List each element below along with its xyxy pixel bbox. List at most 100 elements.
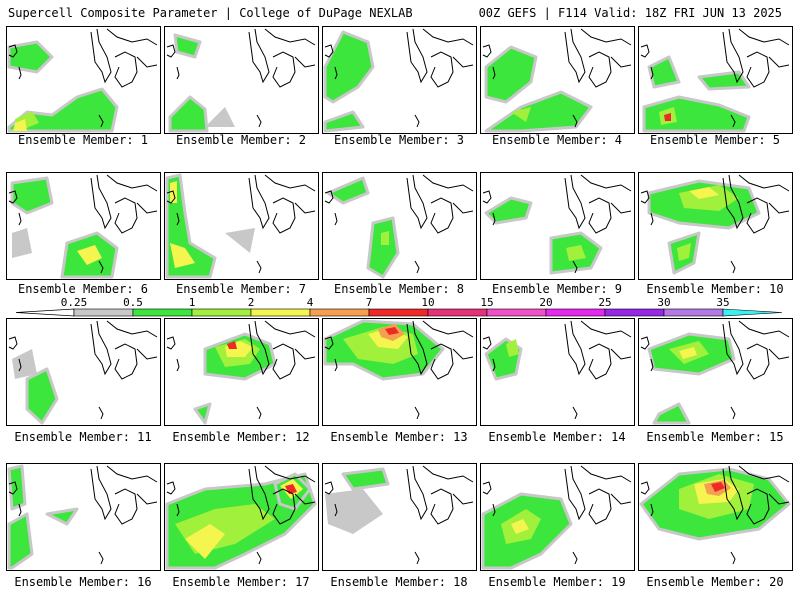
map-outline	[414, 114, 420, 128]
ensemble-member-label: Ensemble Member: 7	[175, 282, 307, 296]
map-outline	[430, 488, 454, 525]
map-outline	[492, 503, 496, 517]
legend-tick-label: 2	[248, 296, 255, 309]
map-outline	[406, 465, 428, 521]
map-outline	[114, 197, 138, 234]
map-outline	[492, 358, 496, 372]
scp-contour-region	[227, 341, 237, 349]
map-outline	[610, 56, 632, 68]
map-outline	[564, 174, 586, 230]
scp-contour-plot	[639, 465, 791, 565]
scp-contour-region	[193, 402, 212, 425]
map-outline	[8, 190, 18, 204]
map-outline	[564, 465, 586, 521]
map-outline	[768, 202, 790, 214]
scp-contour-region	[325, 489, 383, 534]
map-outline	[18, 503, 22, 517]
map-outline	[746, 51, 770, 88]
ensemble-member-1-map	[6, 26, 161, 134]
legend-tick-label: 15	[480, 296, 493, 309]
scp-contour-region	[10, 176, 54, 215]
map-outline	[588, 197, 612, 234]
scp-contour-region	[484, 45, 538, 104]
map-outline	[8, 44, 18, 58]
scp-contour-region	[12, 228, 32, 258]
map-outline	[324, 336, 334, 350]
map-outline	[166, 481, 176, 495]
map-outline	[650, 212, 654, 226]
map-outline	[722, 28, 744, 84]
map-outline	[264, 28, 316, 46]
map-outline	[640, 44, 650, 58]
ensemble-member-18-map	[322, 463, 477, 571]
ensemble-member-label: Ensemble Member: 13	[330, 430, 468, 444]
scp-contour-plot	[323, 319, 474, 420]
map-outline	[452, 348, 474, 360]
scp-contour-region	[484, 196, 533, 225]
scp-contour-plot	[7, 464, 158, 570]
scp-contour-region	[385, 327, 399, 335]
map-outline	[176, 358, 180, 372]
map-outline	[422, 320, 474, 338]
ensemble-member-label: Ensemble Member: 9	[491, 282, 623, 296]
ensemble-member-label: Ensemble Member: 16	[14, 575, 152, 589]
scp-contour-plot	[640, 320, 790, 425]
map-outline	[414, 260, 420, 274]
map-outline	[588, 343, 612, 380]
scp-contour-region	[677, 243, 691, 261]
map-outline	[272, 343, 296, 380]
map-outline	[588, 51, 612, 88]
ensemble-member-20-map	[638, 463, 793, 571]
run-valid-time: 00Z GEFS | F114 Valid: 18Z FRI JUN 13 20…	[478, 6, 782, 20]
map-outline	[572, 260, 578, 274]
map-outline	[114, 51, 138, 88]
scp-contour-plot	[166, 320, 316, 425]
legend-color-swatch	[722, 308, 783, 317]
map-outline	[166, 44, 176, 58]
scp-contour-region	[168, 95, 209, 133]
ensemble-member-label: Ensemble Member: 2	[175, 133, 307, 147]
map-outline	[738, 465, 790, 483]
ensemble-member-label: Ensemble Member: 10	[646, 282, 784, 296]
map-outline	[90, 465, 112, 521]
map-outline	[610, 493, 632, 505]
legend-color-swatch	[604, 308, 665, 317]
map-outline	[294, 493, 316, 505]
ensemble-member-6-map	[6, 172, 161, 280]
map-outline	[98, 406, 104, 420]
scp-contour-region	[170, 243, 195, 268]
scp-contour-plot	[640, 28, 790, 133]
ensemble-member-label: Ensemble Member: 8	[333, 282, 465, 296]
map-outline	[256, 406, 262, 420]
map-outline	[136, 202, 158, 214]
ensemble-member-11-map	[6, 318, 161, 426]
ensemble-member-label: Ensemble Member: 14	[488, 430, 626, 444]
map-outline	[256, 114, 262, 128]
map-outline	[572, 406, 578, 420]
map-outline	[580, 28, 632, 46]
map-outline	[106, 465, 158, 483]
ensemble-member-label: Ensemble Member: 12	[172, 430, 310, 444]
legend-tick-label: 7	[366, 296, 373, 309]
map-outline	[650, 358, 654, 372]
scp-contour-region	[689, 187, 719, 199]
ensemble-member-label: Ensemble Member: 18	[330, 575, 468, 589]
scp-contour-plot	[7, 28, 158, 133]
scp-contour-region	[45, 507, 79, 526]
map-outline	[406, 320, 428, 376]
map-outline	[746, 488, 770, 525]
map-outline	[334, 66, 338, 80]
legend-color-swatch	[368, 308, 429, 317]
map-outline	[90, 28, 112, 84]
map-outline	[136, 493, 158, 505]
map-outline	[324, 190, 334, 204]
scp-contour-plot	[640, 174, 790, 275]
ensemble-member-label: Ensemble Member: 17	[172, 575, 310, 589]
scp-contour-plot	[481, 465, 632, 570]
legend-color-swatch	[309, 308, 370, 317]
scp-contour-region	[13, 119, 27, 131]
ensemble-member-label: Ensemble Member: 20	[646, 575, 784, 589]
map-outline	[248, 174, 270, 230]
map-outline	[264, 174, 316, 192]
scp-contour-region	[7, 40, 54, 74]
